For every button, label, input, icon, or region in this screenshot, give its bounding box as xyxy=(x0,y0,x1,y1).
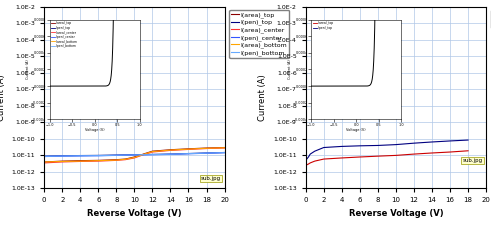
Text: sub.jpg: sub.jpg xyxy=(201,176,221,181)
Legend: I(area)_top, I(pen)_top, I(area)_center, I(pen)_center, I(area)_bottom, I(pen)_b: I(area)_top, I(pen)_top, I(area)_center,… xyxy=(229,10,289,58)
X-axis label: Reverse Voltage (V): Reverse Voltage (V) xyxy=(349,209,443,218)
X-axis label: Reverse Voltage (V): Reverse Voltage (V) xyxy=(87,209,182,218)
Y-axis label: Current (A): Current (A) xyxy=(0,74,6,121)
Text: sub.jpg: sub.jpg xyxy=(463,158,483,163)
Y-axis label: Current (A): Current (A) xyxy=(258,74,268,121)
